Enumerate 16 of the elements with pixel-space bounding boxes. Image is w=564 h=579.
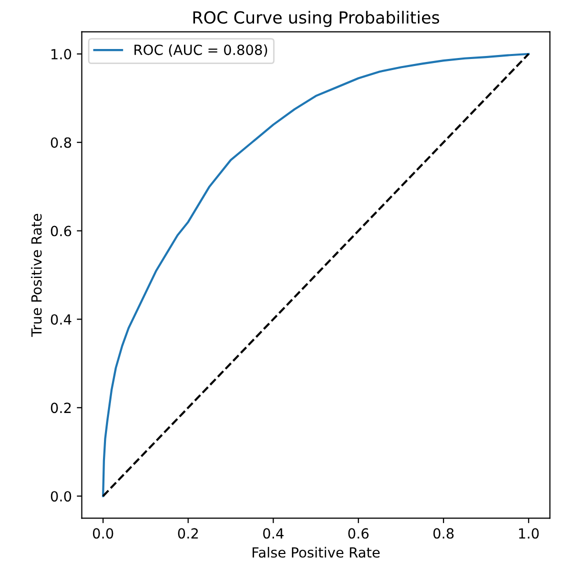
x-tick-label: 0.8 [433, 528, 454, 539]
y-tick-label: 0.8 [50, 137, 72, 148]
x-tick-label: 0.6 [348, 528, 369, 539]
y-tick-label: 0.6 [50, 226, 72, 236]
y-tick-label: 1.0 [51, 48, 72, 60]
x-tick-label: 1.0 [519, 528, 539, 539]
x-tick-label: 0.0 [92, 528, 114, 539]
x-axis-title: False Positive Rate [252, 546, 380, 558]
y-axis-title: True Positive Rate [30, 214, 42, 337]
x-tick-label: 0.2 [178, 528, 198, 539]
chart-title: ROC Curve using Probabilities [193, 10, 440, 27]
x-tick-label: 0.4 [263, 528, 284, 539]
y-tick-label: 0.0 [50, 491, 72, 502]
y-tick-label: 0.2 [50, 402, 71, 414]
y-tick-label: 0.4 [50, 314, 72, 325]
legend-label: ROC (AUC = 0.808) [134, 44, 268, 57]
